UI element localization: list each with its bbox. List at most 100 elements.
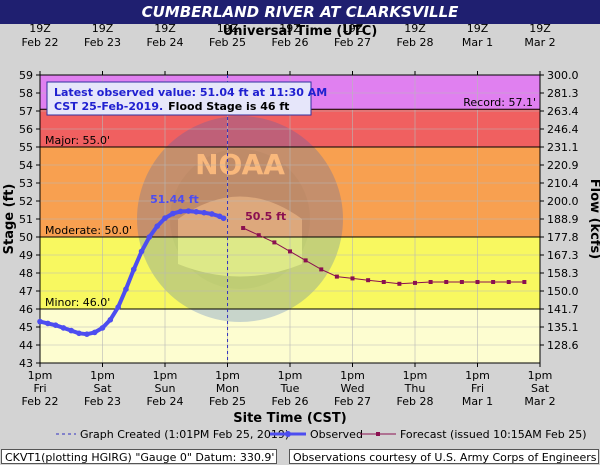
observed-point — [115, 304, 121, 311]
x-tick-time: 1pm — [403, 369, 428, 382]
chart-title: CUMBERLAND RIVER AT CLARKSVILLE — [0, 0, 600, 24]
stage-label: Major: 55.0' — [45, 134, 110, 147]
forecast-point — [475, 280, 480, 284]
top-tick-date: Feb 26 — [272, 36, 309, 49]
x-tick-day: Sat — [93, 382, 112, 395]
legend-label-forecast: Forecast (issued 10:15AM Feb 25) — [400, 428, 587, 441]
y2-tick-label: 231.1 — [547, 141, 579, 154]
x-tick-day: Sun — [155, 382, 176, 395]
observed-point — [76, 330, 82, 337]
forecast-point — [303, 258, 308, 263]
observed-point — [209, 211, 215, 217]
observed-point — [193, 209, 200, 215]
forecast-point — [272, 240, 277, 245]
top-tick-date: Feb 24 — [147, 36, 184, 49]
stage-label: Record: 57.1' — [463, 96, 536, 109]
x-tick-time: 1pm — [465, 369, 490, 382]
legend-marker-forecast — [376, 432, 380, 436]
x-tick-date: Feb 26 — [272, 395, 309, 408]
top-tick-time: 19Z — [279, 24, 301, 35]
observed-point — [177, 208, 184, 215]
x-tick-time: 1pm — [28, 369, 53, 382]
x-axis-title: Site Time (CST) — [233, 411, 346, 426]
observed-point — [60, 325, 67, 331]
y2-tick-label: 220.9 — [547, 159, 579, 172]
top-axis-title: Universal Time (UTC) — [223, 24, 378, 39]
x-tick-day: Fri — [471, 382, 484, 395]
x-tick-time: 1pm — [278, 369, 303, 382]
x-tick-day: Wed — [341, 382, 365, 395]
forecast-point — [256, 233, 261, 238]
observed-point — [138, 248, 145, 255]
series — [37, 208, 527, 338]
observed-point — [130, 266, 137, 273]
legend-marker-observed — [285, 431, 291, 437]
x-tick-day: Thu — [404, 382, 426, 395]
y2-tick-label: 128.6 — [547, 339, 579, 352]
y2-tick-label: 150.0 — [547, 285, 579, 298]
forecast-point — [459, 280, 464, 284]
x-tick-day: Tue — [280, 382, 300, 395]
stage-label: Moderate: 50.0' — [45, 224, 132, 237]
forecast-point — [366, 278, 371, 283]
y-axis-title: Stage (ft) — [2, 184, 17, 255]
x-tick-date: Feb 22 — [22, 395, 59, 408]
top-tick-date: Feb 27 — [334, 36, 371, 49]
info-line-2a: CST 25-Feb-2019. — [54, 100, 163, 113]
x-tick-date: Feb 24 — [147, 395, 184, 408]
x-tick-date: Feb 28 — [397, 395, 434, 408]
y-tick-label: 55 — [19, 141, 33, 154]
observed-point — [220, 215, 227, 222]
y-tick-label: 52 — [19, 195, 33, 208]
forecast-point — [319, 267, 324, 272]
latest-observed-info-box: Latest observed value: 51.04 ft at 11:30… — [46, 81, 327, 116]
forecast-point — [428, 280, 433, 284]
x-tick-date: Mar 2 — [524, 395, 555, 408]
top-tick-time: 19Z — [404, 24, 426, 35]
svg-text:NOAA: NOAA — [195, 148, 285, 181]
x-tick-day: Fri — [33, 382, 46, 395]
y2-tick-label: 263.4 — [547, 105, 579, 118]
y-tick-label: 46 — [19, 303, 33, 316]
legend-label-created: Graph Created (1:01PM Feb 25, 2019) — [80, 428, 289, 441]
y2-axis-title: Flow (kcfs) — [587, 179, 600, 259]
top-tick-time: 19Z — [92, 24, 114, 35]
y-tick-label: 57 — [19, 105, 33, 118]
forecast-point — [397, 281, 402, 286]
y-tick-label: 47 — [19, 285, 33, 298]
observed-point — [99, 325, 106, 331]
top-tick-time: 19Z — [217, 24, 239, 35]
y-tick-label: 59 — [19, 69, 33, 82]
top-tick-date: Feb 23 — [84, 36, 121, 49]
x-tick-date: Mar 1 — [462, 395, 493, 408]
top-tick-date: Feb 25 — [209, 36, 246, 49]
observed-peak-label: 51.44 ft — [150, 193, 199, 206]
x-tick-date: Feb 23 — [84, 395, 121, 408]
forecast-point — [350, 276, 355, 281]
top-tick-time: 19Z — [29, 24, 51, 35]
top-tick-date: Mar 2 — [524, 36, 555, 49]
forecast-point — [288, 249, 292, 254]
observed-point — [37, 318, 43, 325]
y-tick-label: 56 — [19, 123, 33, 136]
observed-point — [84, 331, 90, 338]
forecast-start-label: 50.5 ft — [245, 210, 286, 223]
observed-point — [201, 209, 207, 216]
forecast-point — [444, 280, 449, 284]
y-tick-label: 44 — [19, 339, 33, 352]
y2-tick-label: 141.7 — [547, 303, 579, 316]
observed-point — [185, 208, 192, 214]
observed-point — [170, 210, 176, 217]
info-line-2b: Flood Stage is 46 ft — [168, 100, 289, 113]
y2-tick-label: 135.1 — [547, 321, 579, 334]
legend: Graph Created (1:01PM Feb 25, 2019) Obser… — [56, 428, 587, 441]
observed-point — [52, 322, 59, 329]
observed-point — [162, 215, 168, 221]
observed-point — [123, 286, 129, 293]
observed-point — [68, 327, 75, 334]
y-tick-label: 49 — [19, 249, 33, 262]
observed-point — [154, 223, 160, 229]
annotations: 51.44 ft 50.5 ft — [150, 193, 286, 223]
y-tick-label: 53 — [19, 177, 33, 190]
footer-datum: CKVT1(plotting HGIRG) "Gauge 0" Datum: 3… — [1, 449, 277, 464]
